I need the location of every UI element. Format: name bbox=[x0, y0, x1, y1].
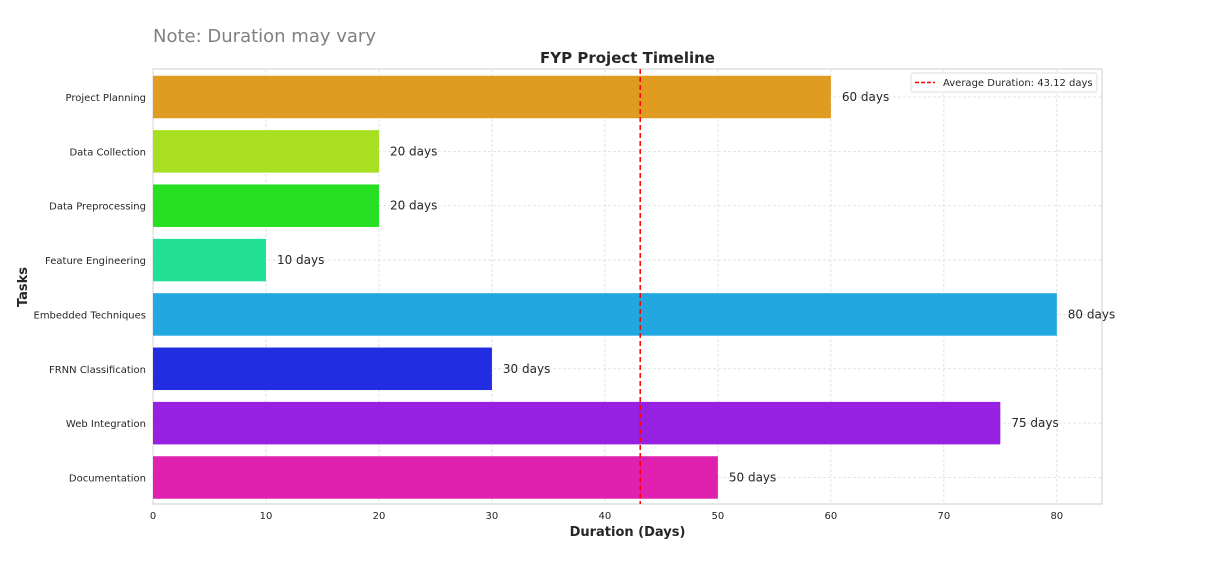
bar bbox=[153, 184, 379, 227]
legend: Average Duration: 43.12 days bbox=[910, 72, 1098, 93]
bars bbox=[153, 75, 1057, 499]
value-label: 30 days bbox=[503, 362, 550, 376]
category-labels: Project Planning Data Collection Data Prep… bbox=[34, 93, 147, 485]
value-label: 80 days bbox=[1068, 307, 1115, 321]
category-label: Data Collection bbox=[69, 147, 146, 158]
value-label: 50 days bbox=[729, 471, 776, 485]
legend-label: Average Duration: 43.12 days bbox=[943, 78, 1093, 89]
category-label: Feature Engineering bbox=[45, 256, 146, 267]
category-label: FRNN Classification bbox=[49, 365, 146, 376]
bar bbox=[153, 293, 1057, 336]
chart-note: Note: Duration may vary bbox=[153, 26, 376, 47]
x-tick-label: 80 bbox=[1050, 511, 1063, 522]
x-tick-label: 60 bbox=[824, 511, 837, 522]
bar bbox=[153, 238, 266, 282]
x-axis-label: Duration (Days) bbox=[570, 525, 686, 540]
x-tick-label: 50 bbox=[712, 511, 725, 522]
x-tick-labels: 0 10 20 30 40 50 60 70 80 bbox=[150, 511, 1063, 522]
x-tick-label: 70 bbox=[937, 511, 950, 522]
x-tick-label: 20 bbox=[373, 511, 386, 522]
value-label: 20 days bbox=[390, 144, 437, 158]
bar bbox=[153, 347, 492, 391]
chart-title: FYP Project Timeline bbox=[540, 49, 715, 67]
category-label: Embedded Techniques bbox=[34, 310, 147, 321]
bar bbox=[153, 401, 1001, 445]
category-label: Project Planning bbox=[66, 93, 146, 104]
x-tick-label: 40 bbox=[599, 511, 612, 522]
x-tick-label: 0 bbox=[150, 511, 156, 522]
value-label: 75 days bbox=[1011, 416, 1058, 430]
x-tick-label: 10 bbox=[260, 511, 273, 522]
category-label: Documentation bbox=[69, 474, 146, 485]
value-label: 60 days bbox=[842, 90, 889, 104]
category-label: Web Integration bbox=[66, 419, 146, 430]
bar bbox=[153, 456, 718, 499]
y-axis-label: Tasks bbox=[16, 267, 31, 307]
value-label: 20 days bbox=[390, 199, 437, 213]
bar bbox=[153, 130, 379, 173]
category-label: Data Preprocessing bbox=[49, 202, 146, 213]
x-tick-label: 30 bbox=[486, 511, 499, 522]
value-label: 10 days bbox=[277, 253, 324, 267]
bar bbox=[153, 75, 831, 119]
value-labels: 60 days 20 days 20 days 10 days 80 days 30 da… bbox=[277, 90, 1115, 485]
legend-box bbox=[910, 72, 1098, 93]
